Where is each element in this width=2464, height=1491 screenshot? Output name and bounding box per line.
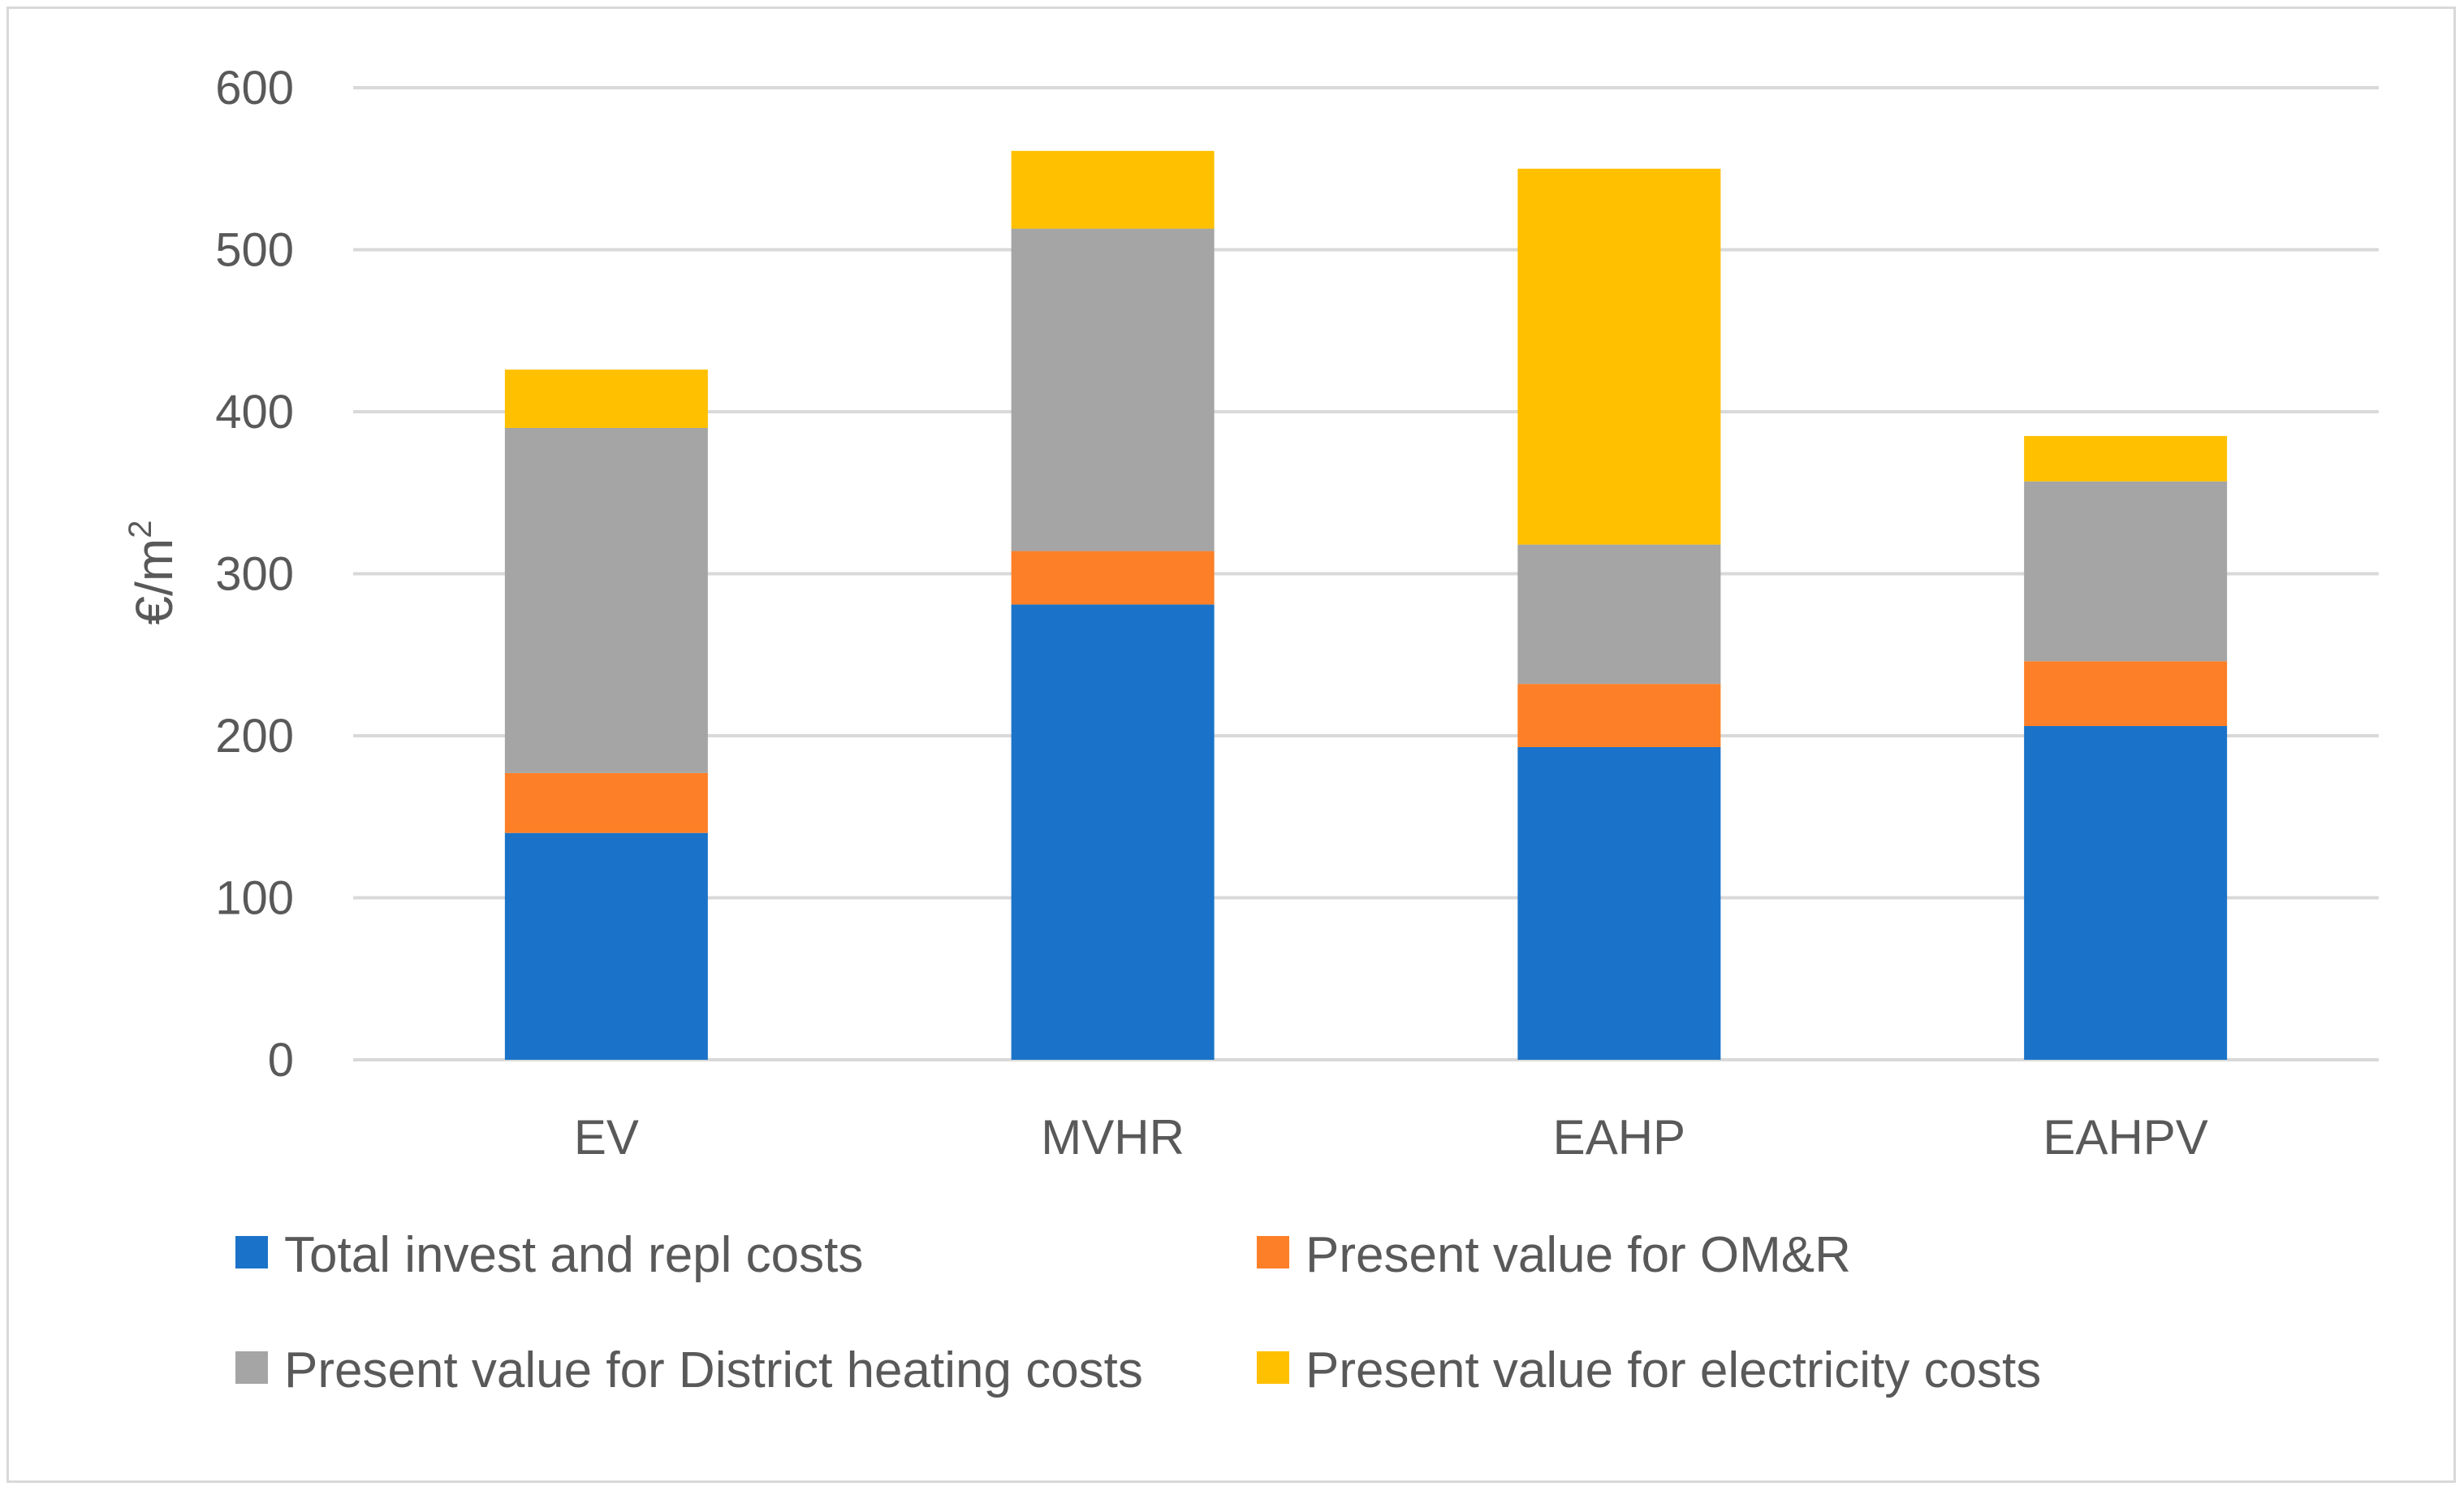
legend-swatch [1257, 1236, 1289, 1268]
y-tick-label: 500 [215, 224, 294, 277]
y-tick-label: 0 [268, 1034, 294, 1087]
y-tick-label: 300 [215, 548, 294, 601]
bar-segment [504, 370, 708, 428]
bar-segment [2024, 481, 2228, 662]
y-tick-label: 200 [215, 710, 294, 763]
legend-swatch [1257, 1351, 1289, 1384]
bars [504, 150, 2228, 1060]
x-axis-labels: EV MVHR EAHP EAHPV [574, 1110, 2208, 1165]
x-category-label: EV [574, 1110, 639, 1165]
bar-segment [1011, 551, 1215, 605]
bar-segment [2024, 435, 2228, 482]
bar-segment [1011, 604, 1215, 1060]
bar-segment [504, 832, 708, 1060]
legend-label: Present value for electricity costs [1305, 1342, 2041, 1398]
bar-segment [1517, 746, 1721, 1060]
x-category-label: EAHP [1553, 1110, 1685, 1165]
y-axis-title-superscript: 2 [123, 521, 158, 538]
bar-segment [504, 427, 708, 773]
bar-segment [1517, 684, 1721, 747]
legend: Total invest and repl costs Present value… [235, 1227, 2041, 1398]
legend-label: Present value for OM&R [1305, 1227, 1851, 1283]
x-category-label: MVHR [1041, 1110, 1185, 1165]
y-axis-ticks: 0 100 200 300 400 500 600 [215, 62, 294, 1087]
bar-segment [1517, 544, 1721, 685]
legend-label: Present value for District heating costs [284, 1342, 1143, 1398]
legend-swatch [235, 1236, 268, 1268]
bar-segment [2024, 726, 2228, 1060]
y-axis-title: €/m2 [123, 521, 183, 625]
legend-label: Total invest and repl costs [284, 1227, 863, 1283]
bar-segment [1517, 168, 1721, 545]
y-tick-label: 100 [215, 872, 294, 925]
y-axis-title-text: €/m [125, 538, 183, 625]
bar-segment [1011, 228, 1215, 551]
bar-segment [2024, 661, 2228, 727]
bar-segment [504, 772, 708, 833]
x-category-label: EAHPV [2043, 1110, 2207, 1165]
legend-swatch [235, 1351, 268, 1384]
y-tick-label: 400 [215, 386, 294, 439]
bar-segment [1011, 150, 1215, 229]
y-tick-label: 600 [215, 62, 294, 115]
